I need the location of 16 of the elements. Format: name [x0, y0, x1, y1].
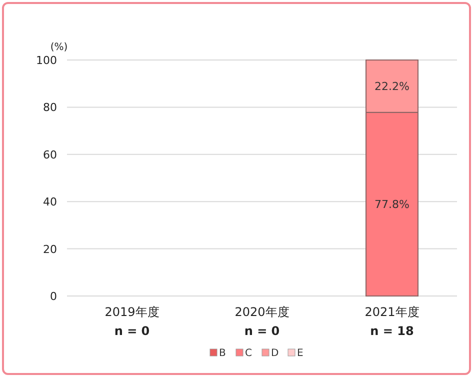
x-tick-label: 2021年度 n = 18	[364, 305, 420, 338]
data-label: 22.2%	[374, 80, 410, 94]
y-axis-title: (%)	[50, 42, 68, 53]
x-tick-label: 2019年度 n = 0	[104, 305, 160, 338]
y-tick-label: 100	[36, 54, 57, 67]
y-tick-label: 80	[43, 101, 57, 114]
legend-label: C	[245, 348, 252, 359]
y-tick-label: 60	[43, 148, 57, 162]
data-label: 77.8%	[374, 198, 410, 212]
legend-label: B	[219, 348, 226, 359]
legend-label: E	[297, 348, 304, 359]
y-tick-label: 20	[43, 242, 57, 256]
x-tick-label: 2020年度 n = 0	[234, 305, 290, 338]
legend-label: D	[271, 348, 279, 359]
y-tick-label: 40	[43, 196, 57, 209]
y-tick-label: 0	[50, 290, 57, 303]
